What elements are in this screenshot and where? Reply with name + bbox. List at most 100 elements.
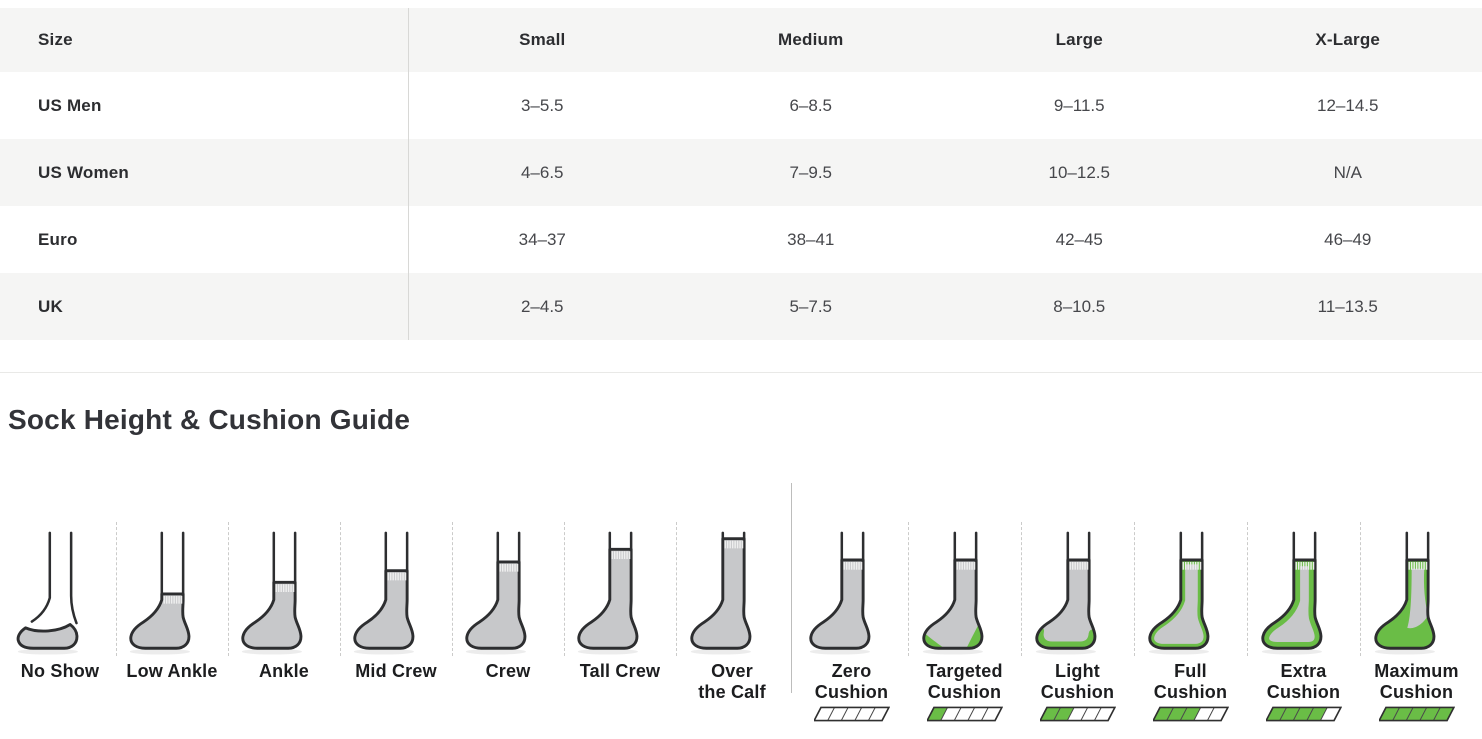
size-value-cell: 10–12.5 xyxy=(1048,162,1110,182)
row-label: UK xyxy=(38,296,63,316)
size-value-cell: 11–13.5 xyxy=(1317,296,1378,316)
sock-height-item-ankle: Ankle xyxy=(228,522,341,702)
sock-height-item-tall: Tall Crew xyxy=(564,522,677,702)
cushion-level-meter xyxy=(926,706,1003,722)
sock-figure xyxy=(1247,522,1361,656)
size-value-cell: 3–5.5 xyxy=(520,95,564,115)
sock-height-label: Tall Crew xyxy=(579,661,661,681)
column-header: X-Large xyxy=(1315,30,1381,49)
cushion-meter-wrap xyxy=(1039,702,1116,722)
sock-height-group: No Show Low Ankle Ankle Mid Crew Crew Tall Cr… xyxy=(4,522,788,702)
sock-figure xyxy=(564,522,677,656)
cushion-meter-wrap xyxy=(1378,702,1455,722)
size-chart-header-row: Size Small Medium Large X-Large xyxy=(0,8,1482,72)
sock-height-item-crew: Crew xyxy=(452,522,565,702)
mid-crew-sock-icon xyxy=(353,531,415,655)
table-row: US Women 4–6.5 7–9.5 10–12.5 N/A xyxy=(0,139,1482,206)
size-value-cell: 4–6.5 xyxy=(520,162,564,182)
ankle-sock-icon xyxy=(241,531,303,655)
sock-height-item-noshow: No Show xyxy=(4,522,117,702)
low-ankle-sock-icon xyxy=(129,531,191,655)
row-label: Euro xyxy=(38,229,78,249)
size-chart-table: Size Small Medium Large X-Large US Men 3–5.5 6–… xyxy=(0,8,1482,340)
size-value-cell: 42–45 xyxy=(1055,229,1103,249)
size-value-cell: 12–14.5 xyxy=(1317,95,1379,115)
size-value-cell: 9–11.5 xyxy=(1053,95,1105,115)
table-row: Euro 34–37 38–41 42–45 46–49 xyxy=(0,206,1482,273)
cushion-meter-wrap xyxy=(1152,702,1229,722)
sock-height-label: Crew xyxy=(485,661,531,681)
column-header: Medium xyxy=(778,30,844,49)
cushion-label: Zero Cushion xyxy=(814,661,889,702)
extra-cushion-sock-icon xyxy=(1260,531,1322,655)
cushion-label: Targeted Cushion xyxy=(926,661,1003,702)
sock-cushion-item-extra: Extra Cushion xyxy=(1247,522,1361,722)
sock-figure xyxy=(1134,522,1248,656)
row-label: US Women xyxy=(38,162,130,182)
sock-figure xyxy=(340,522,453,656)
sock-figure xyxy=(1021,522,1135,656)
cushion-level-meter xyxy=(1265,706,1342,722)
cushion-label: Light Cushion xyxy=(1040,661,1115,702)
table-column-divider xyxy=(408,8,409,340)
size-value-cell: 8–10.5 xyxy=(1053,296,1106,316)
over-the-calf-sock-icon xyxy=(689,531,751,655)
sock-cushion-item-full: Full Cushion xyxy=(1134,522,1248,722)
sock-figure xyxy=(4,522,117,656)
sock-height-label: Low Ankle xyxy=(126,661,218,681)
size-value-cell: 46–49 xyxy=(1324,229,1372,249)
crew-sock-icon xyxy=(465,531,527,655)
sock-figure xyxy=(1360,522,1473,656)
sock-figure xyxy=(908,522,1022,656)
full-cushion-sock-icon xyxy=(1147,531,1209,655)
sock-height-item-low: Low Ankle xyxy=(116,522,229,702)
targeted-cushion-sock-icon xyxy=(921,531,983,655)
size-value-cell: 7–9.5 xyxy=(789,162,833,182)
sock-height-label: No Show xyxy=(20,661,100,681)
sock-figure xyxy=(676,522,788,656)
cushion-label: Maximum Cushion xyxy=(1374,661,1459,702)
cushion-level-meter xyxy=(1152,706,1229,722)
size-value-cell: 5–7.5 xyxy=(789,296,833,316)
sock-guide-row: No Show Low Ankle Ankle Mid Crew Crew Tall Cr… xyxy=(4,483,1473,722)
sock-figure xyxy=(452,522,565,656)
size-value-cell: 6–8.5 xyxy=(789,95,833,115)
cushion-level-meter xyxy=(1378,706,1455,722)
size-value-cell: 34–37 xyxy=(518,229,566,249)
sock-figure xyxy=(116,522,229,656)
cushion-level-meter xyxy=(1039,706,1116,722)
size-value-cell: 2–4.5 xyxy=(520,296,564,316)
cushion-meter-wrap xyxy=(1265,702,1342,722)
column-header: Large xyxy=(1055,30,1103,49)
table-row: US Men 3–5.5 6–8.5 9–11.5 12–14.5 xyxy=(0,72,1482,139)
cushion-meter-wrap xyxy=(926,702,1003,722)
section-divider xyxy=(0,372,1482,373)
sock-cushion-item-max: Maximum Cushion xyxy=(1360,522,1473,722)
sock-height-item-over: Over the Calf xyxy=(676,522,788,702)
size-column-header: Size xyxy=(38,30,73,49)
cushion-label: Full Cushion xyxy=(1153,661,1228,702)
sock-figure xyxy=(795,522,909,656)
size-value-cell: N/A xyxy=(1333,162,1362,182)
sock-height-label: Over the Calf xyxy=(698,661,766,702)
sock-cushion-item-light: Light Cushion xyxy=(1021,522,1135,722)
row-label: US Men xyxy=(38,95,102,115)
cushion-label: Extra Cushion xyxy=(1266,661,1341,702)
light-cushion-sock-icon xyxy=(1034,531,1096,655)
size-value-cell: 38–41 xyxy=(787,229,835,249)
cushion-level-meter xyxy=(813,706,890,722)
sock-figure xyxy=(228,522,341,656)
tall-crew-sock-icon xyxy=(577,531,639,655)
no-show-sock-icon xyxy=(16,531,79,655)
sock-cushion-item-zero: Zero Cushion xyxy=(795,522,909,722)
height-cushion-group-divider xyxy=(791,483,792,693)
cushion-meter-wrap xyxy=(813,702,890,722)
maximum-cushion-sock-icon xyxy=(1374,531,1436,655)
guide-section-title: Sock Height & Cushion Guide xyxy=(8,404,411,435)
sock-height-item-mid: Mid Crew xyxy=(340,522,453,702)
sock-cushion-group: Zero Cushion Targeted Cushion Light Cushio… xyxy=(795,522,1473,722)
column-header: Small xyxy=(519,30,566,49)
sock-height-label: Ankle xyxy=(258,661,310,681)
sock-cushion-item-targeted: Targeted Cushion xyxy=(908,522,1022,722)
